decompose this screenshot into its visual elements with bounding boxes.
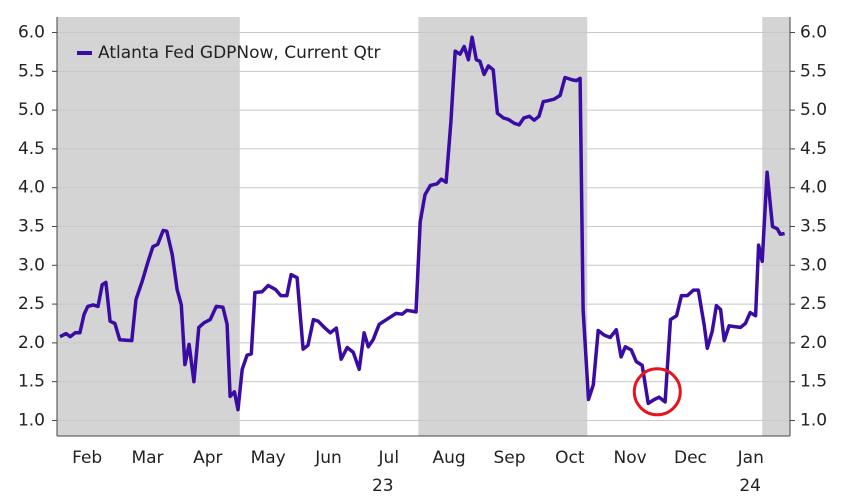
y-tick-label: 3.5	[18, 217, 45, 237]
y2-tick-label: 1.0	[800, 410, 827, 430]
y2-tick-label: 5.5	[800, 61, 827, 81]
y-tick-label: 4.5	[18, 139, 45, 159]
y2-tick-label: 5.0	[800, 100, 827, 120]
x-tick-label: Oct	[555, 448, 585, 468]
label-layer: 1.0 1.5 2.0 2.5 3.0 3.5 4.0 4.5 5.0 5.5 6.0 1.0 1.5 2…	[18, 23, 827, 496]
y2-tick-label: 3.5	[800, 217, 827, 237]
y2-tick-label: 2.0	[800, 333, 827, 353]
y-tick-label: 2.0	[18, 333, 45, 353]
y-tick-label: 1.5	[18, 372, 45, 392]
x-year-label: 23	[372, 476, 394, 496]
y2-tick-label: 3.0	[800, 255, 827, 275]
y-tick-label: 1.0	[18, 410, 45, 430]
x-tick-label: Apr	[193, 448, 222, 468]
x-tick-label: Nov	[614, 448, 647, 468]
y2-tick-label: 6.0	[800, 23, 827, 43]
x-year-label: 24	[739, 476, 761, 496]
mark-layer	[59, 35, 785, 417]
y-tick-label: 4.0	[18, 178, 45, 198]
y-tick-label: 3.0	[18, 255, 45, 275]
x-tick-label: Jan	[737, 448, 764, 468]
x-tick-label: Feb	[72, 448, 102, 468]
series-line	[59, 35, 785, 412]
x-tick-label: Dec	[674, 448, 707, 468]
y-tick-label: 6.0	[18, 23, 45, 43]
y2-tick-label: 1.5	[800, 372, 827, 392]
x-tick-label: Jun	[314, 448, 342, 468]
x-tick-label: Jul	[378, 448, 400, 468]
y-tick-label: 2.5	[18, 294, 45, 314]
y-tick-label: 5.5	[18, 61, 45, 81]
y2-tick-label: 4.5	[800, 139, 827, 159]
x-tick-label: Sep	[493, 448, 525, 468]
highlight-circle	[632, 367, 682, 417]
y2-tick-label: 2.5	[800, 294, 827, 314]
x-tick-label: Mar	[131, 448, 163, 468]
x-tick-label: Aug	[433, 448, 466, 468]
y2-tick-label: 4.0	[800, 178, 827, 198]
legend-label: Atlanta Fed GDPNow, Current Qtr	[98, 43, 381, 63]
x-tick-label: May	[251, 448, 286, 468]
y-tick-label: 5.0	[18, 100, 45, 120]
